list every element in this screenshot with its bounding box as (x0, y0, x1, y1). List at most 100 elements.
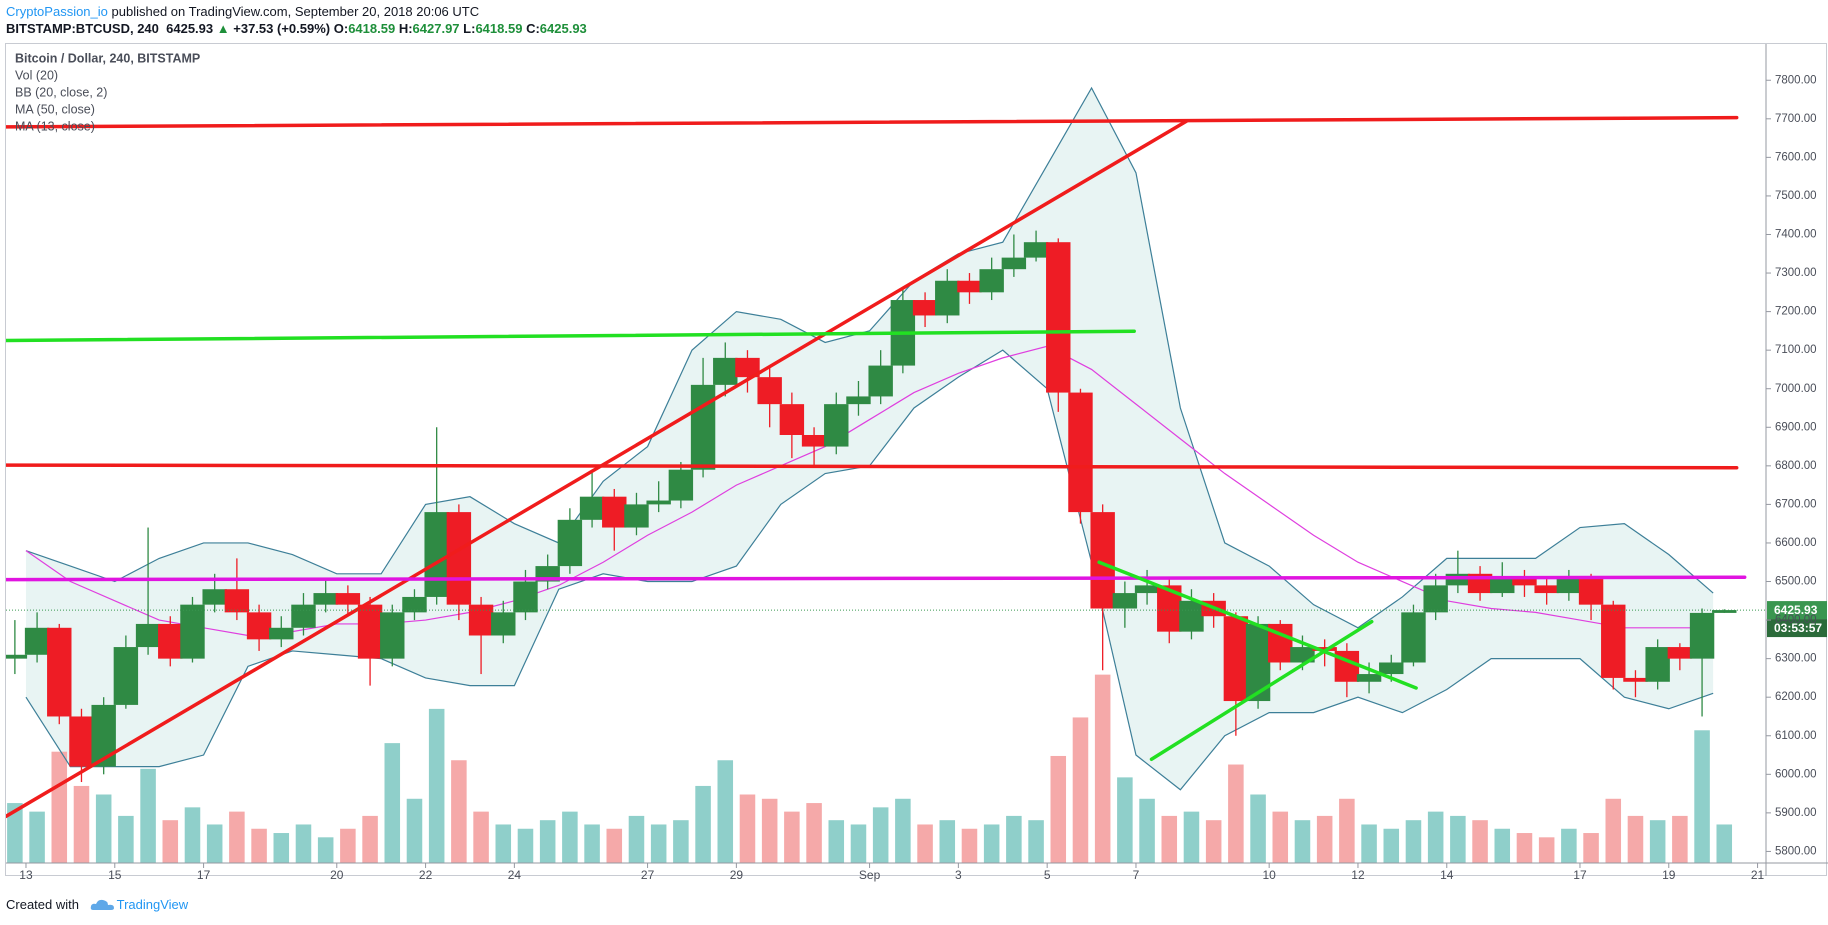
candle-body (602, 496, 627, 528)
volume-bar (473, 811, 489, 863)
volume-bar (184, 807, 201, 863)
candle-body (1401, 612, 1426, 663)
candle-body (313, 593, 338, 605)
volume-bar (428, 708, 445, 863)
candle-body (1223, 616, 1249, 702)
last: 6425.93 (166, 21, 214, 36)
volume-bar (1472, 820, 1488, 863)
volume-bar (295, 824, 312, 863)
volume-bar (1139, 798, 1155, 863)
candle-body (246, 612, 272, 640)
volume-bar (1094, 674, 1111, 863)
candle-body (1245, 623, 1271, 702)
volume-bar (695, 785, 711, 863)
x-tick-label: 21 (1751, 868, 1765, 882)
candle-body (1556, 577, 1582, 594)
candle-body (579, 496, 605, 520)
trend-line (6, 115, 1739, 129)
volume-bar (140, 768, 156, 863)
volume-bar (1605, 798, 1622, 863)
candle-body (1645, 647, 1670, 682)
volume-bar (1183, 811, 1200, 863)
volume-bar (1272, 811, 1289, 863)
candle-body (1667, 647, 1693, 659)
volume-bar (29, 811, 45, 863)
last-price-label: 6425.93 (1774, 603, 1818, 617)
candle-body (113, 647, 139, 705)
volume-bar (95, 794, 112, 863)
y-tick-label: 6400.00 (1775, 614, 1817, 626)
volume-bar (1450, 815, 1466, 863)
change: +37.53 (+0.59%) (233, 21, 331, 36)
y-tick-label: 7700.00 (1775, 113, 1817, 125)
candle-body (224, 589, 250, 613)
volume-bar (1383, 828, 1400, 863)
y-tick-label: 7500.00 (1775, 190, 1817, 202)
volume-bar (1627, 815, 1644, 863)
candle-body (1623, 677, 1648, 682)
volume-bar (1006, 815, 1022, 863)
y-tick-label: 6000.00 (1775, 768, 1817, 780)
candle-body (335, 593, 361, 605)
volume-bar (850, 824, 867, 863)
axes: 6425.93 03:53:57 5800.00 5900.00 6000.00 6100… (6, 44, 1828, 882)
volume-bar (1427, 811, 1444, 863)
candle-body (158, 623, 183, 659)
volume-bar (939, 820, 956, 863)
volume-bar (539, 820, 556, 863)
volume-bar (451, 760, 467, 863)
candle-body (47, 627, 72, 717)
volume-bar (317, 837, 334, 863)
ohlc-h: 6427.97 (412, 21, 460, 36)
candle-body (1578, 577, 1604, 605)
brand-link[interactable]: TradingView (116, 897, 189, 912)
candle-body (1023, 242, 1049, 258)
volume-bar (895, 798, 911, 863)
volume-bar (1672, 815, 1688, 863)
y-tick-label: 6700.00 (1775, 498, 1817, 510)
y-tick-label: 6600.00 (1775, 537, 1817, 549)
volume-bar (650, 824, 667, 863)
trend-line (6, 463, 1739, 470)
candle-body (1134, 585, 1160, 594)
trend-line (1097, 560, 1418, 690)
footer: Created with TradingView (6, 897, 188, 912)
y-tick-label: 6100.00 (1775, 730, 1817, 742)
candle-body (513, 581, 538, 613)
author-link[interactable]: CryptoPassion_io (6, 4, 108, 19)
x-tick-label: 10 (1262, 868, 1276, 882)
volume-bar (1361, 824, 1377, 863)
candle-body (912, 300, 938, 316)
symbol-line: BITSTAMP:BTCUSD, 240 6425.93 ▲ +37.53 (+… (6, 21, 587, 36)
volume-bar (1649, 820, 1666, 863)
candle-body (291, 604, 316, 628)
volume-bar (1050, 755, 1067, 863)
volume-bar (51, 751, 68, 863)
candle-body (24, 627, 50, 655)
legend-entry: Vol (20) (15, 68, 58, 82)
volume-bar (739, 794, 756, 863)
y-tick-label: 7400.00 (1775, 229, 1817, 241)
volume-bar (806, 803, 822, 863)
last-price-box (1767, 601, 1827, 620)
trend-line (6, 329, 1136, 343)
candle-body (979, 269, 1004, 293)
volume-bar (1494, 828, 1511, 863)
volume-bar (917, 824, 933, 863)
volume-bar (1072, 717, 1089, 863)
volume-bar (961, 828, 978, 863)
candle-body (69, 716, 94, 767)
y-tick-label: 7100.00 (1775, 344, 1817, 356)
candle-body (690, 384, 716, 470)
x-tick-label: Sep (859, 868, 881, 882)
volume-bar (273, 833, 290, 863)
candle-body (1379, 662, 1404, 675)
volume-bar (1205, 820, 1222, 863)
volume-bar (251, 828, 267, 863)
volume-bar (495, 824, 512, 863)
candle-body (935, 280, 960, 316)
candle-body (846, 396, 871, 405)
candle-body (1512, 577, 1537, 586)
candle-body (1601, 604, 1626, 678)
y-tick-label: 6500.00 (1775, 576, 1817, 588)
